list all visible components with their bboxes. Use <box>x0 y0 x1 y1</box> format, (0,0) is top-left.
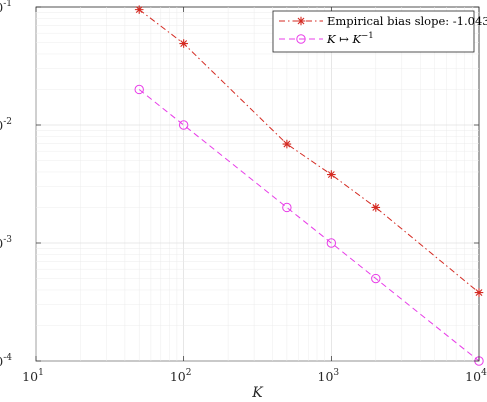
y-tick-label: 10-1 <box>0 0 12 15</box>
series-group <box>134 5 484 366</box>
data-point-marker <box>282 202 292 213</box>
series-line <box>138 89 480 362</box>
legend-box <box>272 10 475 53</box>
data-point-marker <box>134 84 144 95</box>
data-point-marker <box>178 120 189 130</box>
x-tick-label: 104 <box>465 368 487 384</box>
series-2 <box>134 84 484 366</box>
legend-marker <box>296 34 306 44</box>
x-tick-label: 101 <box>22 368 44 384</box>
x-axis-label: K <box>251 385 264 401</box>
data-point-marker <box>327 170 336 179</box>
data-point-marker <box>282 139 292 149</box>
data-point-marker <box>371 273 381 284</box>
x-tick-label: 102 <box>170 368 192 384</box>
data-point-marker <box>326 238 337 248</box>
data-point-marker <box>134 5 144 14</box>
data-point-marker <box>371 203 381 212</box>
series-1 <box>134 5 484 297</box>
y-tick-label: 10-4 <box>0 353 12 369</box>
y-tick-label: 10-3 <box>0 235 12 251</box>
legend-marker <box>296 16 306 26</box>
data-point-marker <box>474 288 484 297</box>
legend: Empirical bias slope: -1.0435 K ↦ K−1 <box>272 10 487 53</box>
data-point-marker <box>179 39 188 48</box>
legend-label: K ↦ K−1 <box>326 31 374 46</box>
y-tick-label: 10-2 <box>0 117 12 133</box>
axis-ticks: 101 102 103 104 10-4 10-3 10-2 10-1 <box>0 0 487 384</box>
legend-label: Empirical bias slope: -1.0435 <box>327 14 487 28</box>
x-tick-label: 103 <box>318 368 340 384</box>
grid <box>35 7 479 362</box>
